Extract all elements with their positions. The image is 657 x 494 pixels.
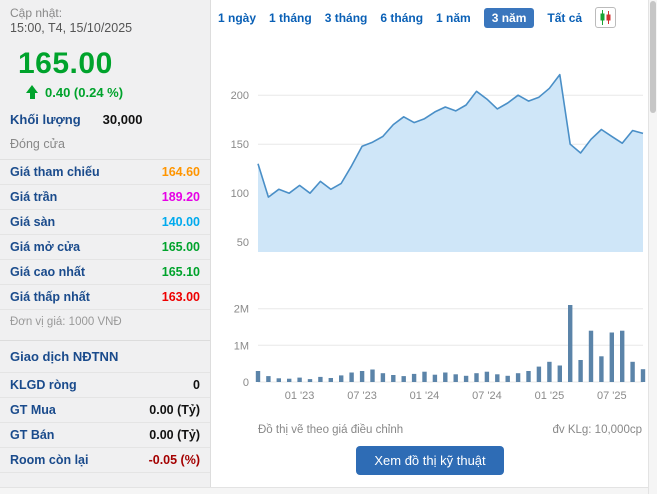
table-row: Giá sàn 140.00 (0, 210, 210, 235)
svg-text:1M: 1M (234, 340, 249, 352)
svg-text:150: 150 (231, 139, 249, 151)
table-row: Giá mở cửa 165.00 (0, 235, 210, 260)
chart-footnote: Đồ thị vẽ theo giá điều chỉnh (258, 424, 404, 436)
svg-text:50: 50 (237, 237, 249, 249)
row-label: Room còn lại (10, 453, 89, 467)
svg-text:01 '24: 01 '24 (410, 390, 440, 402)
row-value: 0.00 (Tỷ) (149, 403, 200, 417)
volume-chart[interactable]: 0 1M 2M 01 '23 07 '23 01 '24 07 '24 01 '25 07 '2… (212, 274, 648, 404)
vertical-scrollbar[interactable] (648, 0, 657, 494)
svg-text:200: 200 (231, 90, 249, 102)
chart-panel: 1 ngày 1 tháng 3 tháng 6 tháng 1 năm 3 n… (212, 0, 648, 487)
tab-tat-ca[interactable]: Tất cả (547, 10, 583, 25)
volume-unit-note: đv KLg: 10,000cp (552, 424, 642, 436)
range-tabs: 1 ngày 1 tháng 3 tháng 6 tháng 1 năm 3 n… (218, 7, 617, 28)
price-change-row: 0.40 (0.24 %) (0, 83, 210, 108)
row-label: GT Mua (10, 403, 56, 417)
row-value: 189.20 (161, 190, 200, 204)
chart-footer: Đồ thị vẽ theo giá điều chỉnh đv KLg: 10… (258, 424, 642, 436)
updated-label: Cập nhật: (10, 6, 63, 20)
svg-text:100: 100 (231, 188, 249, 200)
price-change: 0.40 (0.24 %) (45, 85, 124, 100)
row-value: 164.60 (161, 165, 200, 179)
tab-3-thang[interactable]: 3 tháng (324, 10, 368, 25)
tab-1-nam[interactable]: 1 năm (436, 10, 471, 25)
table-row: Giá trần 189.20 (0, 185, 210, 210)
row-value: 0.00 (Tỷ) (149, 428, 200, 442)
price-chart[interactable]: 50 100 150 200 (212, 46, 648, 258)
row-value: -0.05 (%) (148, 453, 200, 467)
row-label: Giá tham chiếu (10, 165, 100, 179)
price-unit-note: Đơn vị giá: 1000 VNĐ (10, 316, 122, 328)
up-arrow-icon (26, 85, 39, 100)
svg-text:01 '25: 01 '25 (535, 390, 565, 402)
tab-6-thang[interactable]: 6 tháng (380, 10, 424, 25)
row-label: Giá thấp nhất (10, 290, 90, 304)
row-label: Giá sàn (10, 215, 56, 229)
tab-3-nam[interactable]: 3 năm (483, 7, 535, 28)
view-technical-chart-button[interactable]: Xem đồ thị kỹ thuật (356, 446, 504, 475)
candlestick-chart-icon[interactable] (595, 7, 617, 28)
horizontal-scrollbar[interactable] (0, 487, 648, 494)
row-value: 140.00 (161, 215, 200, 229)
table-row: KLGD ròng 0 (0, 373, 210, 398)
svg-text:07 '25: 07 '25 (597, 390, 627, 402)
table-row: GT Mua 0.00 (Tỷ) (0, 398, 210, 423)
volume-value: 30,000 (102, 112, 143, 127)
row-label: GT Bán (10, 428, 55, 442)
table-row: GT Bán 0.00 (Tỷ) (0, 423, 210, 448)
action-row: Xem đồ thị kỹ thuật (212, 446, 648, 475)
svg-text:01 '23: 01 '23 (285, 390, 315, 402)
table-row: Giá tham chiếu 164.60 (0, 160, 210, 185)
quote-panel: Cập nhật: 15:00, T4, 15/10/2025 165.00 0… (0, 0, 211, 487)
row-label: KLGD ròng (10, 378, 77, 392)
svg-text:2M: 2M (234, 304, 249, 316)
svg-text:07 '24: 07 '24 (472, 390, 502, 402)
tab-1-ngay[interactable]: 1 ngày (218, 10, 257, 25)
foreign-trading-table: KLGD ròng 0 GT Mua 0.00 (Tỷ) GT Bán 0.00… (0, 373, 210, 473)
volume-row: Khối lượng 30,000 (0, 108, 210, 131)
svg-text:07 '23: 07 '23 (347, 390, 377, 402)
scrollbar-thumb[interactable] (650, 1, 656, 113)
row-value: 163.00 (161, 290, 200, 304)
row-label: Giá mở cửa (10, 240, 81, 254)
current-price: 165.00 (18, 47, 113, 80)
table-row: Room còn lại -0.05 (%) (0, 448, 210, 473)
updated-time: 15:00, T4, 15/10/2025 (10, 21, 133, 35)
tab-1-thang[interactable]: 1 tháng (269, 10, 312, 25)
svg-text:0: 0 (243, 377, 249, 389)
row-value: 0 (193, 378, 200, 392)
table-row: Giá cao nhất 165.10 (0, 260, 210, 285)
volume-label: Khối lượng (10, 112, 81, 127)
table-row: Giá thấp nhất 163.00 (0, 285, 210, 310)
price-table: Giá tham chiếu 164.60 Giá trần 189.20 Gi… (0, 160, 210, 310)
row-label: Giá cao nhất (10, 265, 86, 279)
close-label: Đóng cửa (0, 131, 210, 160)
row-value: 165.00 (161, 240, 200, 254)
foreign-trading-title: Giao dịch NĐTNN (0, 340, 210, 373)
row-label: Giá trần (10, 190, 58, 204)
row-value: 165.10 (161, 265, 200, 279)
